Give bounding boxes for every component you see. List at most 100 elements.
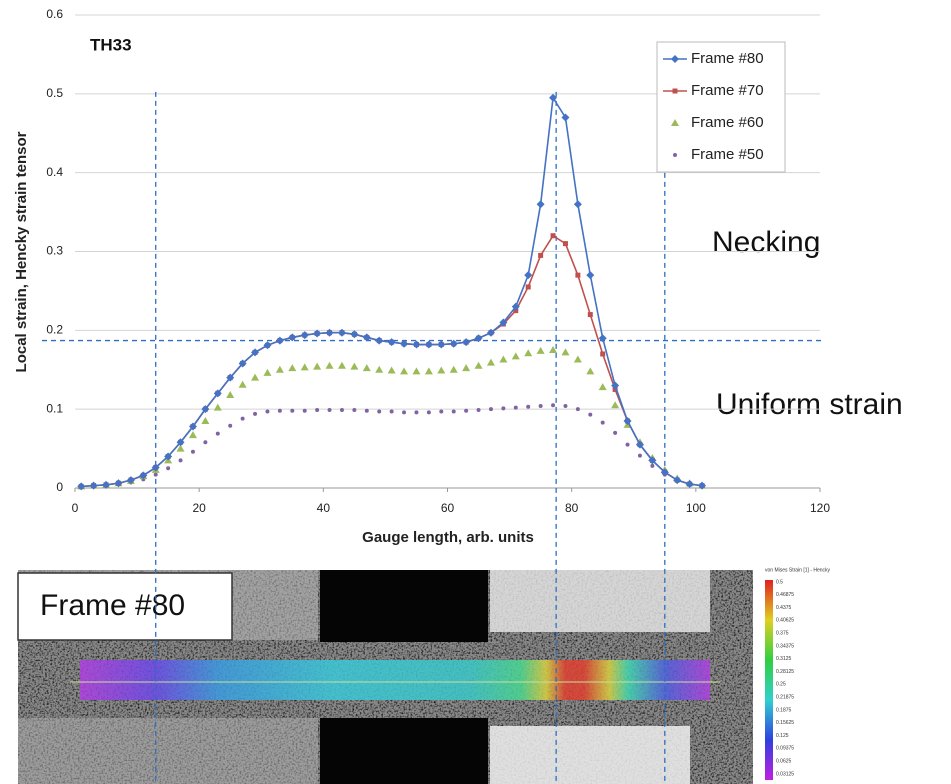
data-point [387,338,396,347]
data-point [240,416,245,421]
data-point [412,367,421,375]
y-tick-label: 0 [56,480,63,494]
colorbar-title: von Mises Strain [1] - Hencky [765,567,831,573]
data-point [573,355,582,363]
data-point [635,440,644,449]
legend-marker [672,88,678,94]
data-point [513,405,518,410]
data-point [650,463,655,468]
data-point [414,410,419,415]
data-point [315,407,320,412]
data-point [263,341,272,350]
data-point [251,373,260,381]
data-point [660,468,669,477]
data-point [449,365,458,373]
data-point [337,328,346,337]
legend-label: Frame #80 [691,50,764,67]
data-point [561,113,570,122]
data-point [275,365,284,373]
colorbar-tick-label: 0.09375 [776,746,794,752]
data-point [253,411,258,416]
data-point [164,452,173,461]
data-point [575,407,580,412]
data-point [511,352,520,360]
data-point [375,336,384,345]
data-point [350,362,359,370]
data-point [387,366,396,374]
data-point [288,364,297,372]
data-point [300,331,309,340]
colorbar-tick-label: 0.0625 [776,759,792,765]
data-point [263,368,272,376]
series [77,93,707,491]
colorbar: von Mises Strain [1] - Hencky [765,567,831,780]
data-point [486,328,495,337]
data-point [325,328,334,337]
data-point [486,358,495,366]
data-point [600,420,605,425]
x-tick-label: 0 [72,501,79,515]
x-tick-label: 40 [317,501,331,515]
data-point [600,351,606,357]
data-point [350,330,359,339]
data-point [538,252,544,258]
data-point [586,367,595,375]
data-point [201,405,210,414]
data-point [327,407,332,412]
colorbar-tick-label: 0.15625 [776,720,794,726]
data-point [625,442,630,447]
data-point [325,361,334,369]
annotation: Necking [712,226,820,259]
data-point [698,481,707,490]
data-point [178,458,183,463]
colorbar-tick-label: 0.375 [776,631,789,637]
x-axis-title: Gauge length, arb. units [362,529,534,546]
data-point [166,466,171,471]
x-tick-label: 100 [686,501,706,515]
series [79,403,705,489]
y-axis-title: Local strain, Hencky strain tensor [13,131,30,372]
dic-image: Frame #80 [17,570,753,784]
data-point [598,334,607,343]
data-point [213,403,222,411]
data-point [153,472,158,477]
data-point [611,401,620,409]
data-point [238,380,247,388]
data-point [623,416,632,425]
legend-marker [671,55,679,63]
data-point [89,481,98,490]
data-point [501,406,506,411]
data-point [114,479,123,488]
data-point [488,407,493,412]
annotation: Uniform strain [716,388,903,421]
data-point [288,333,297,342]
data-point [563,404,568,409]
data-point [536,346,545,354]
data-point [437,366,446,374]
colorbar-tick-label: 0.1875 [776,707,792,713]
x-tick-label: 120 [810,501,830,515]
data-point [139,471,148,480]
data-point [275,336,284,345]
data-point [176,438,185,447]
data-point [226,390,235,398]
data-point [377,409,382,414]
data-point [586,271,595,280]
series [77,346,707,490]
colorbar-tick-label: 0.125 [776,733,789,739]
data-point [561,348,570,356]
data-point [424,340,433,349]
data-point [613,430,618,435]
data-point [389,409,394,414]
x-tick-label: 60 [441,501,455,515]
chart-title: TH33 [90,35,132,54]
data-point [525,284,531,290]
data-point [313,329,322,338]
data-point [290,408,295,413]
data-point [313,362,322,370]
data-point [648,456,657,465]
data-point [685,480,694,489]
data-point [277,408,282,413]
data-point [375,365,384,373]
